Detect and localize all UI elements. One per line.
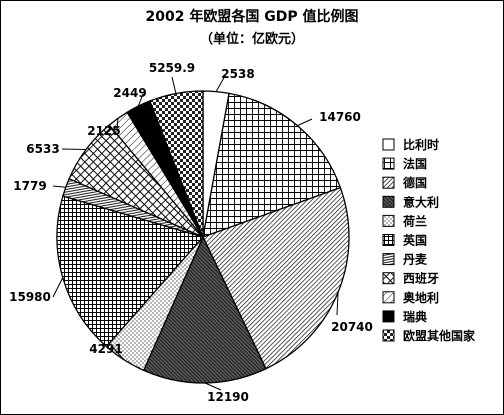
- legend-label: 西班牙: [403, 271, 439, 286]
- data-label: 4291: [89, 342, 122, 356]
- leader-line: [52, 277, 64, 298]
- data-label: 14760: [319, 110, 361, 124]
- legend-swatch: [382, 234, 395, 246]
- data-label: 12190: [207, 390, 249, 404]
- leader-line: [137, 93, 144, 107]
- legend-swatch: [382, 214, 395, 227]
- data-label: 2125: [87, 124, 120, 138]
- leader-lines: [52, 73, 339, 391]
- data-labels: 2538 14760 20740 12190 4291 15980 1779 6533 2125…: [9, 61, 373, 404]
- pie-slice: [202, 92, 342, 238]
- legend-swatch: [382, 138, 395, 151]
- legend-label: 荷兰: [402, 213, 427, 228]
- data-label: 5259.9: [149, 61, 195, 75]
- data-label: 6533: [26, 142, 59, 156]
- legend-label: 德国: [403, 175, 427, 190]
- legend-swatch: [382, 310, 395, 323]
- leader-line: [204, 382, 222, 391]
- data-label: 2449: [113, 86, 146, 100]
- leader-line: [116, 118, 119, 132]
- legend-swatch: [382, 272, 395, 285]
- legend-label: 意大利: [403, 194, 439, 209]
- leader-line: [110, 344, 125, 361]
- legend-swatch: [382, 176, 395, 189]
- legend-swatch: [382, 329, 395, 342]
- legend-label: 奥地利: [403, 290, 439, 305]
- legend-label: 法国: [403, 156, 427, 171]
- pie-slice: [202, 186, 350, 370]
- chart-title: 2002 年欧盟各国 GDP 值比例图: [146, 8, 359, 25]
- pie-slices: [56, 90, 350, 384]
- leader-line: [61, 148, 87, 151]
- legend-swatch: [382, 291, 395, 304]
- leader-line: [215, 73, 227, 92]
- data-label: 15980: [9, 290, 51, 304]
- data-label: 1779: [13, 179, 46, 193]
- legend-label: 丹麦: [403, 252, 428, 267]
- legend-label: 欧盟其他国家: [403, 328, 476, 343]
- data-label: 2538: [221, 67, 254, 81]
- pie-slice: [142, 235, 267, 384]
- pie-slice: [56, 195, 205, 348]
- leader-line: [336, 292, 339, 316]
- legend-swatch: [382, 253, 395, 266]
- legend-swatch: [382, 157, 395, 170]
- leader-line: [171, 76, 177, 94]
- legend-label: 比利时: [403, 137, 439, 152]
- data-label: 20740: [331, 320, 373, 334]
- legend-label: 英国: [403, 233, 427, 248]
- chart-subtitle: （单位：亿欧元）: [200, 31, 304, 47]
- leader-line: [297, 118, 313, 127]
- leader-line: [52, 185, 66, 188]
- legend-label: 瑞典: [403, 309, 427, 324]
- legend-swatch: [382, 195, 395, 208]
